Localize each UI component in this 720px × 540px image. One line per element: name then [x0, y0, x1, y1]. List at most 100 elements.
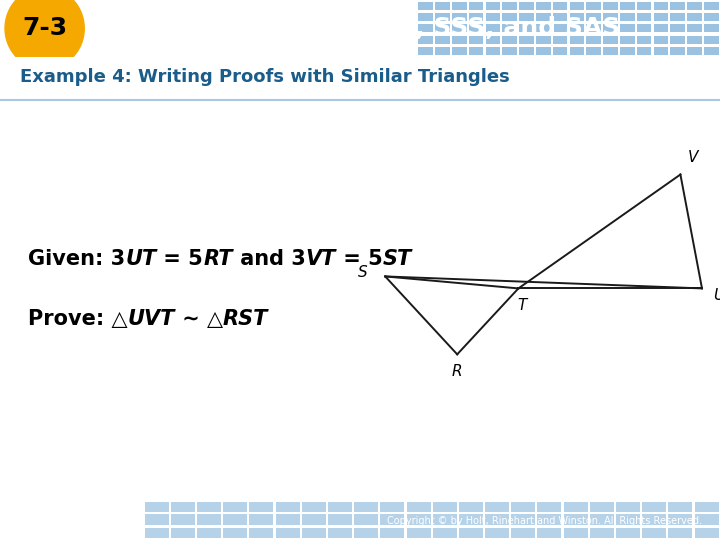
Text: T: T — [517, 299, 527, 313]
Bar — [328, 528, 352, 538]
Bar — [418, 36, 433, 44]
Bar — [603, 47, 618, 55]
Bar — [276, 514, 300, 525]
Bar — [642, 514, 666, 525]
Bar — [536, 2, 551, 10]
Bar — [469, 47, 483, 55]
Bar — [536, 47, 551, 55]
Bar — [537, 501, 562, 512]
Bar — [433, 528, 456, 538]
Bar — [636, 2, 652, 10]
Bar — [586, 24, 601, 32]
Bar — [670, 2, 685, 10]
Bar — [485, 514, 509, 525]
Bar — [616, 514, 640, 525]
Bar — [670, 36, 685, 44]
Bar — [503, 47, 517, 55]
Bar — [197, 528, 221, 538]
Bar — [570, 2, 584, 10]
Bar — [687, 47, 702, 55]
Bar — [590, 528, 614, 538]
Bar — [570, 36, 584, 44]
Bar — [704, 24, 719, 32]
Bar — [485, 2, 500, 10]
Text: ST: ST — [382, 249, 412, 269]
Bar — [452, 13, 467, 21]
Bar — [654, 24, 668, 32]
Bar — [171, 501, 195, 512]
Bar — [620, 47, 634, 55]
Bar — [519, 2, 534, 10]
Bar — [519, 13, 534, 21]
Bar — [553, 24, 567, 32]
Text: RT: RT — [203, 249, 233, 269]
Text: S: S — [358, 265, 367, 280]
Bar — [485, 24, 500, 32]
Bar — [642, 528, 666, 538]
Bar — [668, 528, 693, 538]
Bar — [586, 13, 601, 21]
Bar — [536, 13, 551, 21]
Bar — [695, 514, 719, 525]
Bar — [469, 13, 483, 21]
Bar — [519, 36, 534, 44]
Bar — [642, 501, 666, 512]
Bar — [511, 528, 535, 538]
Text: Prove: △: Prove: △ — [28, 308, 127, 329]
Bar — [485, 47, 500, 55]
Bar — [687, 36, 702, 44]
Bar — [553, 2, 567, 10]
Bar — [654, 13, 668, 21]
Bar — [380, 501, 405, 512]
Bar — [687, 13, 702, 21]
Bar — [459, 501, 483, 512]
Bar — [380, 528, 405, 538]
Bar — [485, 36, 500, 44]
Bar — [670, 13, 685, 21]
Bar — [418, 24, 433, 32]
Bar — [636, 47, 652, 55]
Bar — [459, 514, 483, 525]
Bar — [452, 2, 467, 10]
Bar — [433, 501, 456, 512]
Bar — [418, 47, 433, 55]
Bar — [503, 36, 517, 44]
Bar — [564, 514, 588, 525]
Bar — [452, 36, 467, 44]
Text: and 3: and 3 — [233, 249, 305, 269]
Bar — [328, 501, 352, 512]
Bar — [145, 514, 168, 525]
Bar — [570, 47, 584, 55]
Bar — [435, 47, 450, 55]
Bar — [380, 514, 405, 525]
Bar — [511, 501, 535, 512]
Bar — [670, 47, 685, 55]
Bar — [276, 501, 300, 512]
Bar — [354, 528, 378, 538]
Bar — [276, 528, 300, 538]
Bar — [435, 24, 450, 32]
Ellipse shape — [5, 0, 84, 69]
Bar — [171, 528, 195, 538]
Bar — [519, 24, 534, 32]
Bar — [435, 13, 450, 21]
Bar — [636, 24, 652, 32]
Bar — [503, 13, 517, 21]
Text: = 5: = 5 — [336, 249, 382, 269]
Bar — [636, 36, 652, 44]
Bar — [704, 36, 719, 44]
Bar — [553, 13, 567, 21]
Bar — [616, 501, 640, 512]
Text: VT: VT — [305, 249, 336, 269]
Bar — [687, 2, 702, 10]
Bar — [695, 501, 719, 512]
Bar — [570, 24, 584, 32]
Bar — [537, 514, 562, 525]
Bar — [564, 528, 588, 538]
Bar — [603, 36, 618, 44]
Bar — [570, 13, 584, 21]
Text: Given: 3: Given: 3 — [28, 249, 125, 269]
Bar — [586, 36, 601, 44]
Text: UT: UT — [125, 249, 156, 269]
Text: Example 4: Writing Proofs with Similar Triangles: Example 4: Writing Proofs with Similar T… — [20, 69, 510, 86]
